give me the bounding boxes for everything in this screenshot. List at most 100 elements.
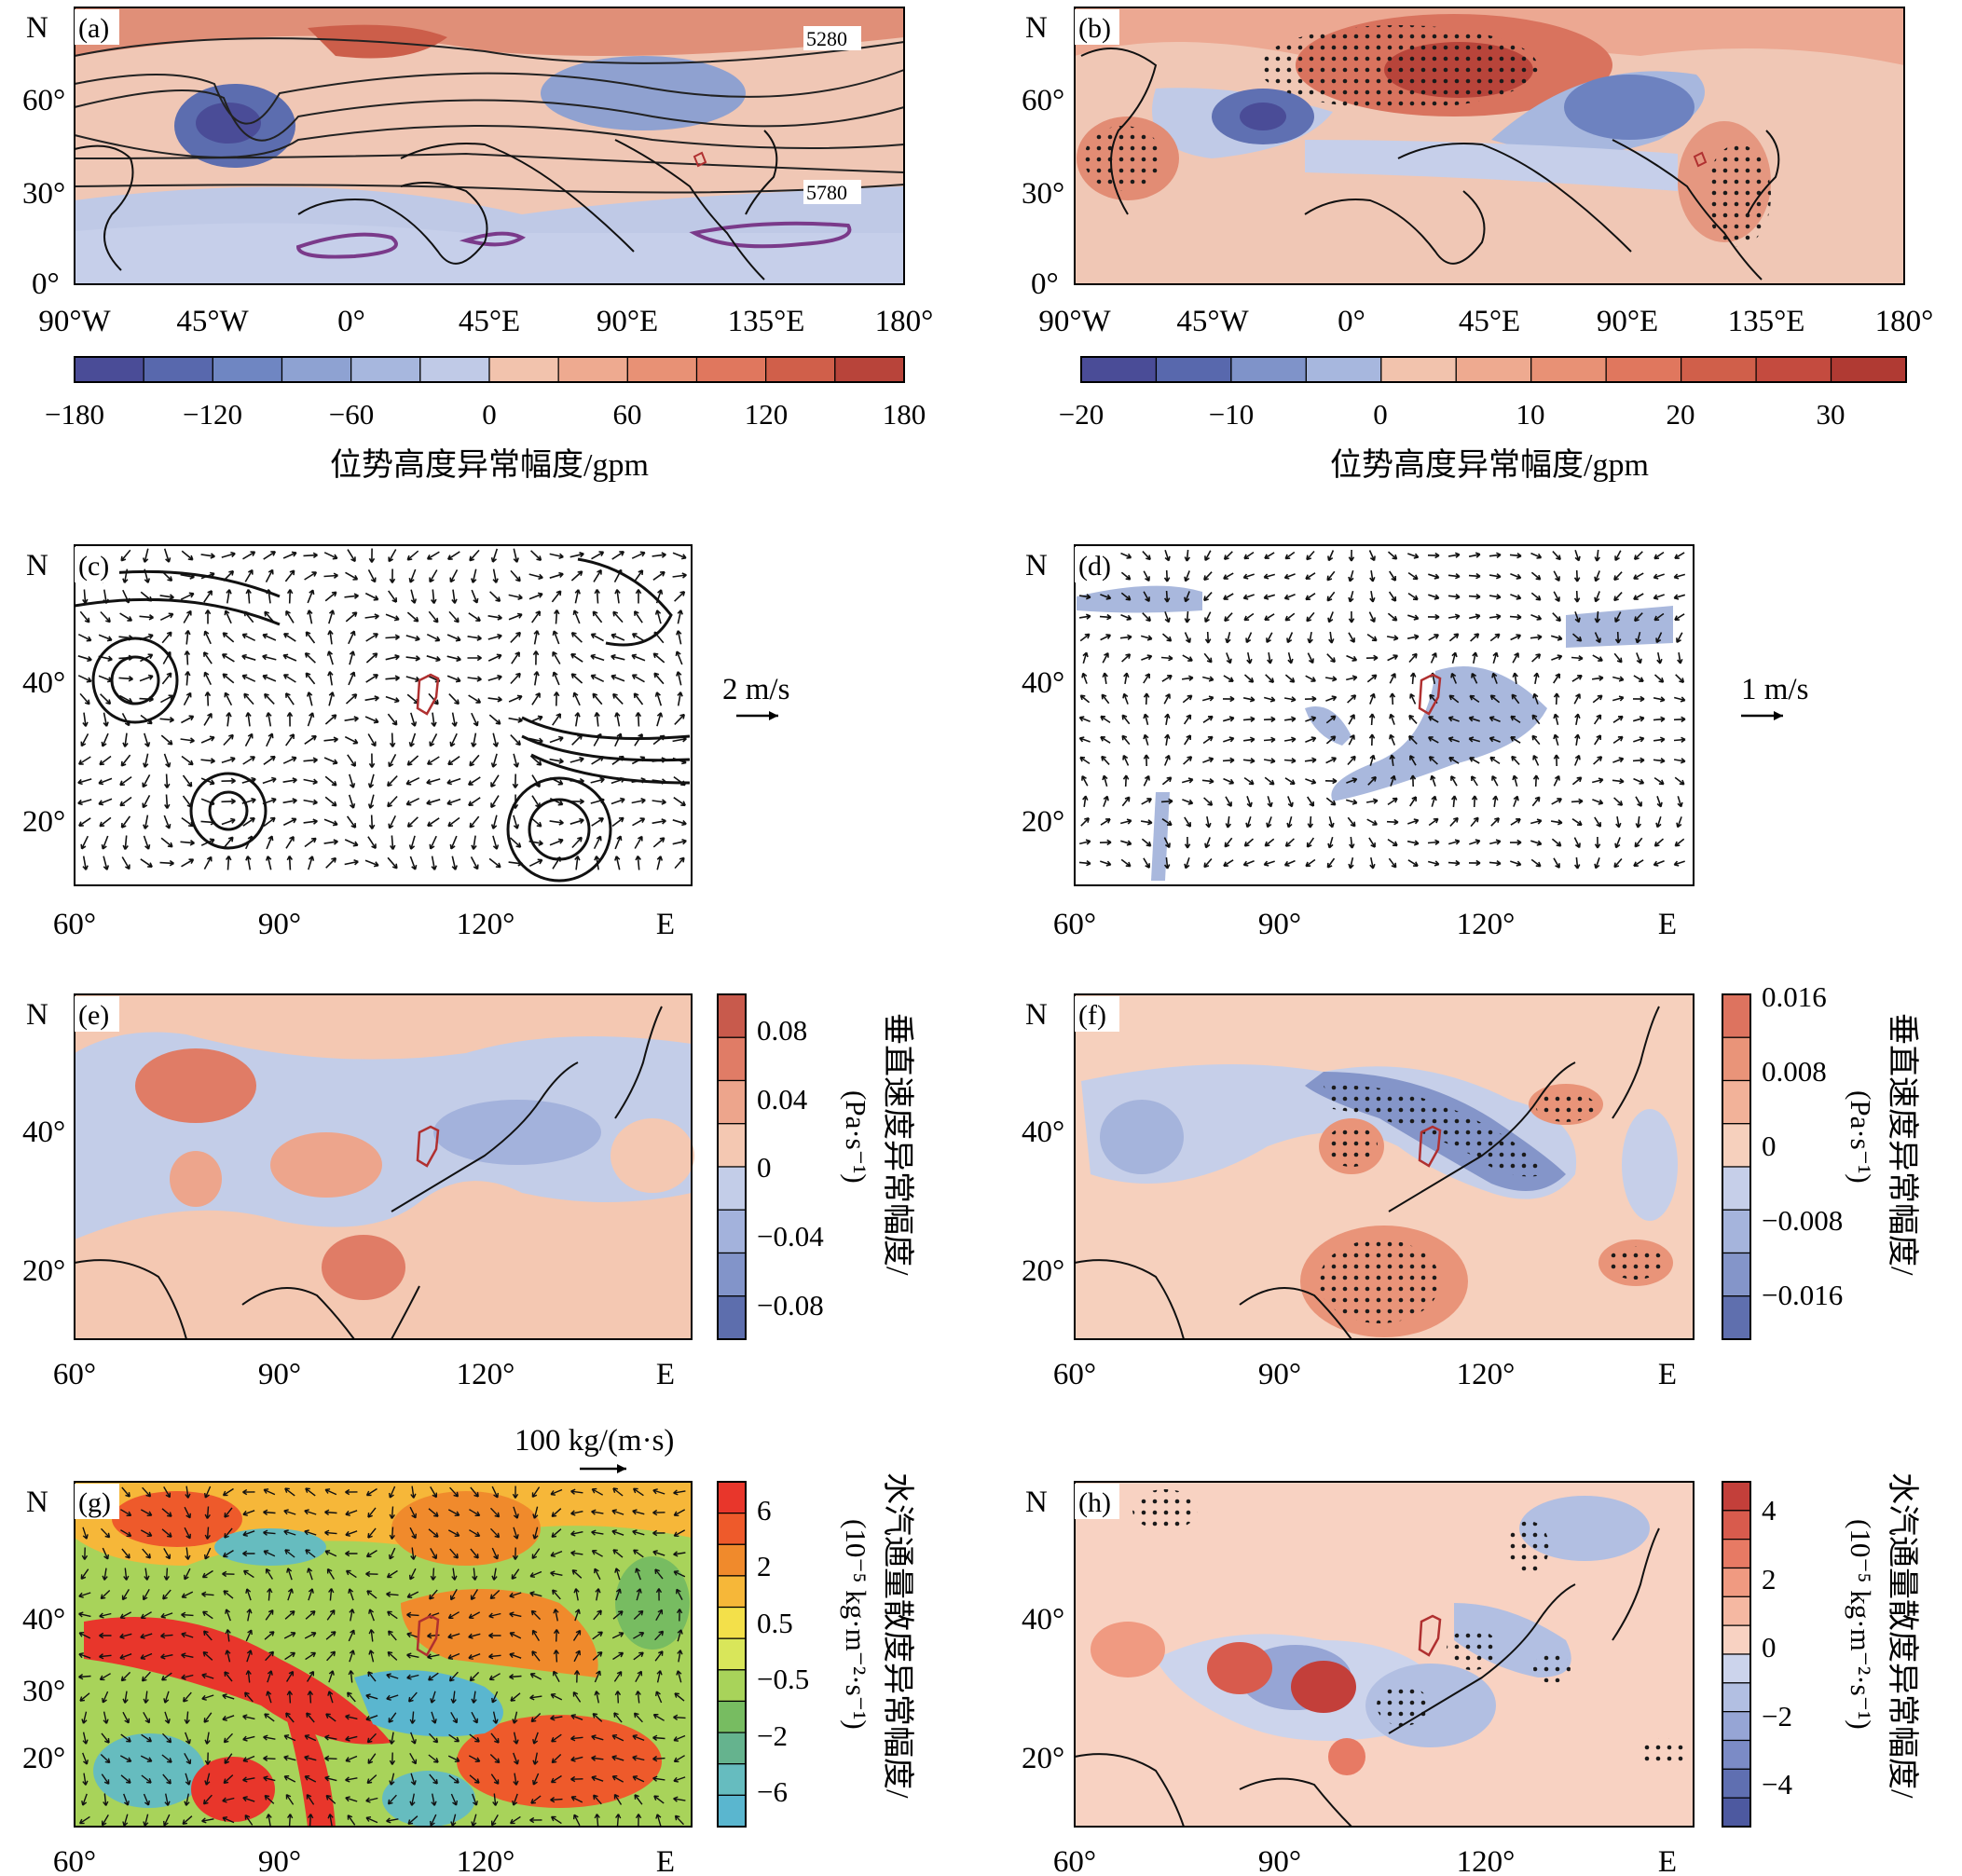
vector-arrow <box>1305 593 1316 601</box>
vector-arrow <box>447 1755 460 1762</box>
vector-arrow <box>389 1752 396 1765</box>
vector-arrow <box>631 798 646 804</box>
colorbar-unit: (10⁻⁵ kg·m⁻²·s⁻¹) <box>840 1519 872 1730</box>
vector-arrow <box>613 1793 623 1805</box>
vector-arrow <box>592 692 603 705</box>
vector-arrow <box>304 837 317 848</box>
vector-arrow <box>429 835 437 850</box>
vector-arrow <box>676 671 682 686</box>
lat-tick-label: 20° <box>22 805 65 839</box>
vector-arrow <box>388 754 397 768</box>
vector-arrow <box>349 1609 355 1622</box>
vector-arrow <box>1512 652 1519 664</box>
vector-arrow <box>446 655 461 663</box>
vector-arrow <box>1223 777 1235 785</box>
vector-arrow <box>594 1670 601 1683</box>
vector-arrow <box>1346 675 1358 681</box>
vector-arrow <box>143 1711 150 1724</box>
vector-arrow <box>1307 796 1315 807</box>
vector-arrow <box>265 1568 273 1580</box>
vector-arrow <box>611 674 625 682</box>
vector-arrow <box>468 1755 481 1762</box>
vector-arrow <box>1100 818 1111 826</box>
vector-arrow <box>161 1528 172 1538</box>
colorbar-cell <box>1722 1797 1751 1828</box>
vector-arrow <box>1553 754 1560 767</box>
vector-arrow <box>1532 754 1540 766</box>
vector-arrow <box>410 1732 417 1745</box>
vector-arrow <box>406 1674 419 1680</box>
colorbar-tick: −120 <box>183 398 242 431</box>
vector-arrow <box>345 1510 358 1516</box>
vector-arrow <box>80 733 89 747</box>
vector-arrow <box>1164 550 1171 562</box>
vector-arrow <box>631 551 646 559</box>
vector-arrow <box>225 1629 231 1642</box>
colorbar-tick: 4 <box>1762 1494 1777 1527</box>
vector-arrow <box>591 1487 604 1496</box>
vector-arrow <box>1510 634 1522 641</box>
vector-arrow <box>1203 797 1214 806</box>
lat-tick-label: 40° <box>1022 666 1064 700</box>
vector-arrow <box>244 733 254 746</box>
vector-arrow <box>1673 594 1686 600</box>
colorbar-h: 4 2 0 −2 −4 水汽通量散度异常幅度/ (10⁻⁵ kg·m⁻²·s⁻¹… <box>1722 1472 1920 1828</box>
vector-arrow <box>511 1568 520 1580</box>
vector-arrow <box>574 1609 581 1622</box>
colorbar-cell <box>1080 356 1158 383</box>
contour-lines <box>74 37 905 194</box>
vector-arrow <box>490 548 499 563</box>
vector-arrow <box>469 1509 481 1516</box>
vector-arrow <box>1653 612 1665 622</box>
vector-arrow <box>365 1550 377 1558</box>
vector-arrow <box>282 653 297 662</box>
vector-arrow <box>100 1753 111 1764</box>
vector-arrow <box>347 549 356 563</box>
vector-arrow <box>1224 837 1233 848</box>
vector-arrow <box>143 835 151 850</box>
vector-arrow <box>180 840 195 846</box>
vector-arrow <box>530 1795 542 1804</box>
vector-arrow <box>388 549 397 563</box>
vector-arrow <box>574 856 581 870</box>
vector-arrow <box>673 1551 686 1557</box>
colorbar-tick: −6 <box>757 1775 788 1808</box>
vector-arrow <box>656 712 664 727</box>
vector-arrow <box>509 837 522 848</box>
vector-arrow <box>242 1776 255 1783</box>
colorbar-cell <box>717 1036 747 1082</box>
vector-arrow <box>264 1713 275 1722</box>
colorbar-cell <box>695 356 767 383</box>
vector-arrow <box>1571 654 1584 662</box>
vector-arrow <box>513 1773 519 1786</box>
vector-arrow <box>614 856 621 870</box>
vector-arrow <box>223 733 234 746</box>
vector-arrow <box>1347 694 1357 704</box>
vector-arrow <box>1078 613 1091 620</box>
vector-arrow <box>549 553 564 559</box>
vector-arrow <box>632 1755 645 1761</box>
vector-arrow <box>573 1588 580 1601</box>
vector-arrow <box>386 1817 399 1824</box>
vector-arrow <box>161 1672 172 1681</box>
vector-arrow <box>1532 774 1540 787</box>
vector-arrow <box>1204 550 1212 561</box>
vector-arrow <box>513 1527 519 1540</box>
vector-arrow <box>1653 696 1666 703</box>
vector-arrow <box>263 1550 276 1557</box>
vector-arrow <box>652 799 666 805</box>
vector-arrow <box>1225 815 1232 828</box>
vector-arrow <box>1184 632 1191 644</box>
vector-arrow <box>1386 635 1399 641</box>
vector-arrow <box>385 654 400 661</box>
vector-arrow <box>431 1793 437 1806</box>
study-area-outline <box>416 673 440 716</box>
vector-arrow <box>348 1588 354 1601</box>
vector-arrow <box>1613 857 1623 869</box>
vector-arrow <box>1509 839 1522 846</box>
vector-arrow <box>652 1529 665 1537</box>
vector-arrow <box>1532 692 1539 705</box>
vector-arrow <box>406 1611 419 1619</box>
vector-arrow <box>1123 672 1130 685</box>
vector-arrow <box>405 635 420 642</box>
